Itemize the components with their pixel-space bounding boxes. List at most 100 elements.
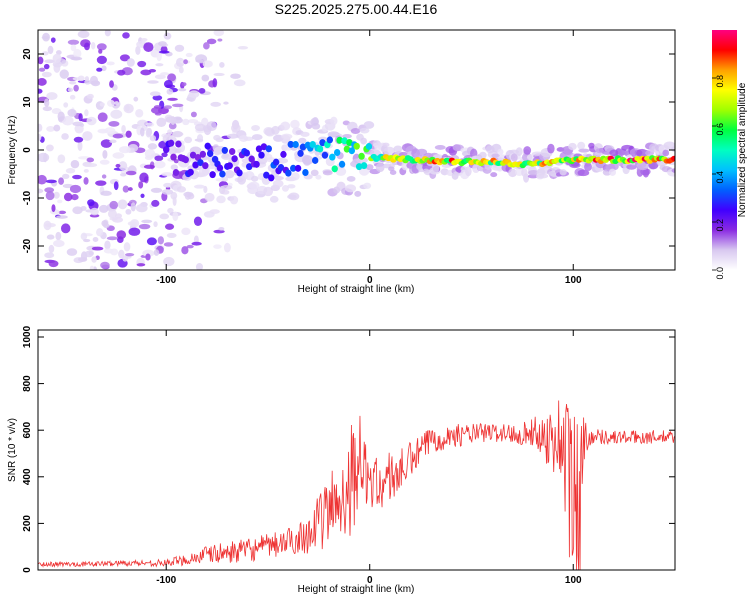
spectrogram-noise-blob <box>58 177 65 185</box>
spectrogram-noise-blob <box>164 223 175 230</box>
spectrogram-noise-blob <box>218 227 225 231</box>
spectrogram-noise-blob <box>45 144 54 152</box>
spectrogram-noise-blob <box>96 55 107 65</box>
spectrogram-noise-blob <box>38 56 44 65</box>
spectrogram-heatmap <box>38 30 675 270</box>
spectrogram-noise-blob <box>213 244 222 249</box>
spectrogram-noise-blob <box>92 237 99 242</box>
spectrogram-noise-blob <box>101 220 109 227</box>
spectrogram-noise-blob <box>186 244 194 249</box>
spectrogram-noise-blob <box>52 53 62 63</box>
spectrogram-noise-blob <box>83 168 89 173</box>
spectrogram-noise-blob <box>101 65 107 72</box>
spectrogram-halo-blob <box>662 149 670 157</box>
spectrogram-halo-blob <box>302 155 314 166</box>
spectrogram-noise-blob <box>50 37 56 43</box>
spectrogram-noise-blob <box>163 80 173 89</box>
spectrogram-noise-blob <box>156 51 162 62</box>
spectrogram-noise-blob <box>67 39 80 45</box>
spectrogram-noise-blob <box>44 187 55 193</box>
spectrogram-halo-blob <box>363 121 375 129</box>
spectrogram-halo-blob <box>206 121 217 132</box>
spectrogram-halo-blob <box>298 137 307 144</box>
spectrogram-noise-blob <box>53 191 60 199</box>
spectrogram-halo-blob <box>231 123 241 133</box>
spectrogram-x-tick-label: 0 <box>367 275 373 286</box>
spectrogram-noise-blob <box>203 42 210 50</box>
spectrogram-noise-blob <box>147 143 158 150</box>
spectrogram-noise-blob <box>70 159 80 169</box>
spectrogram-noise-blob <box>203 185 208 194</box>
spectrogram-halo-blob <box>577 141 586 150</box>
spectrogram-noise-blob <box>155 63 164 67</box>
spectrogram-halo-blob <box>287 184 296 189</box>
spectrogram-ridge-blob <box>189 151 197 159</box>
spectrogram-ridge-blob <box>297 149 304 157</box>
spectrogram-noise-blob <box>135 203 148 213</box>
spectrogram-noise-blob <box>100 261 110 269</box>
spectrogram-noise-blob <box>209 209 220 214</box>
spectrogram-noise-blob <box>168 122 177 130</box>
spectrogram-noise-blob <box>123 242 131 252</box>
spectrogram-noise-blob <box>82 131 93 141</box>
spectrogram-noise-blob <box>91 246 104 251</box>
spectrogram-noise-blob <box>86 93 94 99</box>
spectrogram-halo-blob <box>568 142 577 151</box>
spectrogram-noise-blob <box>112 133 124 139</box>
spectrogram-halo-blob <box>642 167 650 178</box>
spectrogram-noise-blob <box>119 54 130 62</box>
spectrogram-halo-blob <box>491 153 501 158</box>
spectrogram-halo-blob <box>271 125 280 135</box>
spectrogram-noise-blob <box>69 94 76 100</box>
spectrogram-y-label: Frequency (Hz) <box>7 116 18 185</box>
spectrogram-noise-blob <box>97 112 108 122</box>
spectrogram-ridge-blob <box>316 145 324 153</box>
spectrogram-ridge-blob <box>258 151 265 159</box>
spectrogram-halo-blob <box>281 133 293 140</box>
spectrogram-ridge-blob <box>299 143 307 151</box>
spectrogram-ridge-blob <box>329 153 336 161</box>
spectrogram-noise-blob <box>166 232 177 239</box>
spectrogram-x-tick-label: -100 <box>156 275 176 286</box>
spectrogram-ridge-blob <box>206 150 214 158</box>
spectrogram-halo-blob <box>345 184 357 193</box>
spectrogram-halo-blob <box>161 172 173 177</box>
spectrogram-noise-blob <box>70 44 77 52</box>
spectrogram-noise-blob <box>55 215 68 219</box>
spectrogram-noise-blob <box>190 111 197 118</box>
spectrogram-noise-blob <box>109 80 114 88</box>
spectrogram-noise-blob <box>69 184 82 194</box>
colorbar-tick-label: 0.4 <box>715 171 725 184</box>
spectrogram-noise-blob <box>46 234 55 240</box>
spectrogram-noise-blob <box>85 162 98 168</box>
spectrogram-halo-blob <box>465 166 472 177</box>
spectrogram-ridge-blob <box>319 139 326 147</box>
spectrogram-ridge-blob <box>280 150 287 158</box>
spectrogram-halo-blob <box>365 164 374 171</box>
spectrogram-noise-blob <box>100 190 112 196</box>
spectrogram-noise-blob <box>70 56 83 61</box>
spectrogram-noise-blob <box>143 42 154 52</box>
spectrogram-halo-blob <box>251 125 260 132</box>
spectrogram-noise-blob <box>107 209 117 219</box>
spectrogram-ridge-blob <box>355 163 363 171</box>
spectrogram-halo-blob <box>363 182 372 189</box>
spectrogram-halo-blob <box>508 168 517 178</box>
spectrogram-noise-blob <box>104 127 116 135</box>
spectrogram-noise-blob <box>52 61 63 68</box>
spectrogram-halo-blob <box>251 134 263 141</box>
spectrogram-noise-blob <box>119 146 131 154</box>
spectrogram-noise-blob <box>174 44 185 52</box>
spectrogram-noise-blob <box>167 207 174 214</box>
spectrogram-halo-blob <box>187 193 195 200</box>
spectrogram-noise-blob <box>135 108 144 118</box>
colorbar-label: Normalized spectral amplitude <box>737 82 748 217</box>
spectrogram-noise-blob <box>138 223 151 230</box>
colorbar-tick-label: 0.8 <box>715 75 725 88</box>
spectrogram-noise-blob <box>43 63 50 70</box>
spectrogram-noise-blob <box>163 105 172 110</box>
spectrogram-noise-blob <box>157 236 165 245</box>
spectrogram-noise-blob <box>91 256 97 263</box>
spectrogram-noise-blob <box>57 111 65 122</box>
snr-y-tick-label: 600 <box>22 421 33 438</box>
